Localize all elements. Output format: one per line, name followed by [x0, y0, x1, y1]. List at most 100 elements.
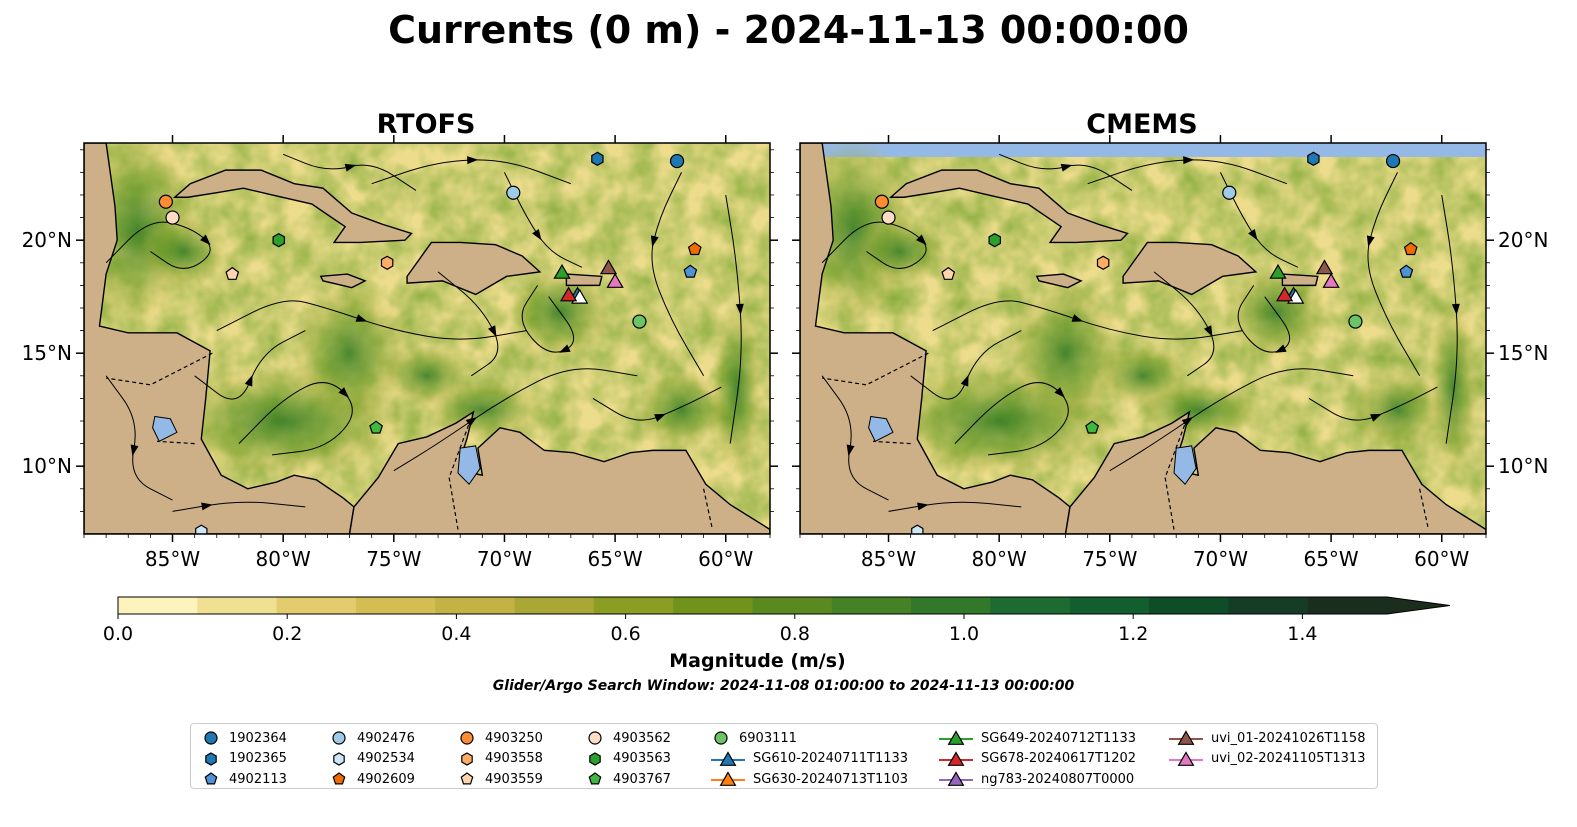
triangle-marker-icon [711, 771, 745, 787]
colorbar-segment [990, 597, 1071, 614]
legend-marker [1177, 730, 1195, 746]
legend-column: 4902476 4902534 4902609 [329, 728, 415, 790]
colorbar-extend [1387, 597, 1450, 614]
colorbar-segment [1307, 597, 1388, 614]
country-border [448, 411, 475, 530]
streamline-arrow [1366, 235, 1375, 247]
legend-marker [460, 731, 474, 745]
float-marker [1222, 185, 1237, 200]
streamline [954, 382, 1069, 456]
lat-tick-label: 20°N [1498, 228, 1548, 252]
float-marker [606, 272, 624, 288]
lon-tick-label: 60°W [698, 547, 753, 571]
axis-ticks: 85°W 80°W 75°W 70°W 65°W 60°W 20°N 15°N 10°N [792, 135, 1548, 571]
map-frame [799, 142, 1487, 535]
streamline-arrow [735, 303, 744, 315]
pentagon-marker-icon [460, 772, 474, 785]
legend-item: 4903558 [457, 749, 543, 770]
circle-marker-icon [332, 731, 346, 745]
legend-item: 1902365 [201, 749, 287, 770]
streamline-arrow [488, 325, 497, 337]
legend-column: SG649-20240712T1133 SG678-20240617T1202 ng… [939, 728, 1136, 790]
float-marker [1399, 264, 1414, 278]
float-marker [1275, 286, 1294, 302]
streamline-arrow [650, 235, 659, 247]
streamline [998, 153, 1133, 191]
lake-polygon [457, 445, 481, 486]
axis-ticks: 85°W 80°W 75°W 70°W 65°W 60°W 20°N 15°N 10°N [22, 135, 778, 571]
colorbar: 0.0 0.2 0.4 0.6 0.8 1.0 1.2 1.4 [103, 596, 1451, 645]
legend-marker [588, 772, 602, 785]
legend-column: 1902364 1902365 4902113 [201, 728, 287, 790]
circle-marker-icon [714, 731, 728, 745]
streamline [105, 221, 211, 269]
float-marker [1315, 259, 1334, 275]
float-marker [1269, 263, 1287, 279]
lat-tick-label: 20°N [22, 228, 72, 252]
legend-label: 4903767 [613, 771, 671, 787]
land-polygon [319, 273, 367, 289]
legend-label: 4902113 [229, 771, 287, 787]
colorbar-tick-label: 1.4 [1287, 623, 1317, 645]
circle-marker-icon [204, 731, 218, 745]
legend-label: SG649-20240712T1133 [981, 730, 1137, 746]
colorbar-tick-label: 0.4 [441, 623, 471, 645]
colorbar-segment [1069, 597, 1150, 614]
colorbar-segment [1228, 597, 1309, 614]
legend-item: 1902364 [201, 728, 287, 749]
streamlines [821, 153, 1460, 512]
legend-marker [205, 752, 217, 766]
colorbar-segment [514, 597, 595, 614]
streamline-arrow [467, 156, 479, 165]
lon-tick-label: 80°W [972, 547, 1027, 571]
streamline [910, 330, 1022, 400]
float-marker [1096, 255, 1110, 270]
streamline [437, 271, 499, 377]
streamline-arrow [532, 228, 542, 241]
legend-marker [719, 751, 737, 766]
search-window-text: Glider/Argo Search Window: 2024-11-08 01… [492, 678, 1075, 694]
triangle-marker-icon [939, 730, 973, 746]
streamline [821, 375, 889, 501]
legend-marker [947, 730, 965, 746]
legend-marker [332, 772, 346, 785]
legend-marker [204, 731, 218, 745]
float-marker [683, 264, 698, 278]
triangle-marker-icon [1169, 751, 1203, 766]
lat-tick-label: 10°N [22, 454, 72, 478]
colorbar-segment [1149, 597, 1229, 614]
lon-tick-label: 75°W [366, 547, 421, 571]
float-glider-markers [874, 151, 1418, 534]
legend-item: 4902113 [201, 769, 287, 790]
lake-polygon [1173, 445, 1197, 486]
streamline [282, 153, 417, 191]
streamline [1220, 172, 1299, 268]
streamline [932, 300, 1243, 340]
streamline [1441, 194, 1458, 444]
legend-label: SG678-20240617T1202 [981, 751, 1137, 767]
land-masses [84, 143, 770, 534]
streamline [194, 330, 306, 400]
legend-item: 4903562 [585, 728, 671, 749]
colorbar-tick-label: 0.2 [272, 623, 302, 645]
lat-tick-label: 15°N [1498, 341, 1548, 365]
lon-tick-label: 75°W [1082, 547, 1137, 571]
legend-item: ng783-20240807T0000 [939, 769, 1136, 790]
legend-marker [461, 752, 473, 766]
float-marker [195, 524, 208, 534]
land-polygon [565, 273, 603, 287]
lon-tick-label: 80°W [256, 547, 311, 571]
colorbar-label: Magnitude (m/s) [669, 650, 846, 672]
country-border [1164, 411, 1191, 530]
legend-label: SG630-20240713T1103 [753, 771, 909, 787]
colorbar-segment [831, 597, 912, 614]
streamline-arrow [201, 502, 213, 511]
float-marker [225, 266, 240, 280]
float-marker [1385, 153, 1401, 169]
legend-item: 6903111 [711, 728, 908, 749]
colorbar-tick-label: 0.6 [610, 623, 640, 645]
legend-label: 4902476 [357, 730, 415, 746]
float-marker [687, 241, 702, 256]
legend-item: uvi_02-20241105T1313 [1169, 749, 1365, 770]
hexagon-marker-icon [589, 752, 601, 766]
